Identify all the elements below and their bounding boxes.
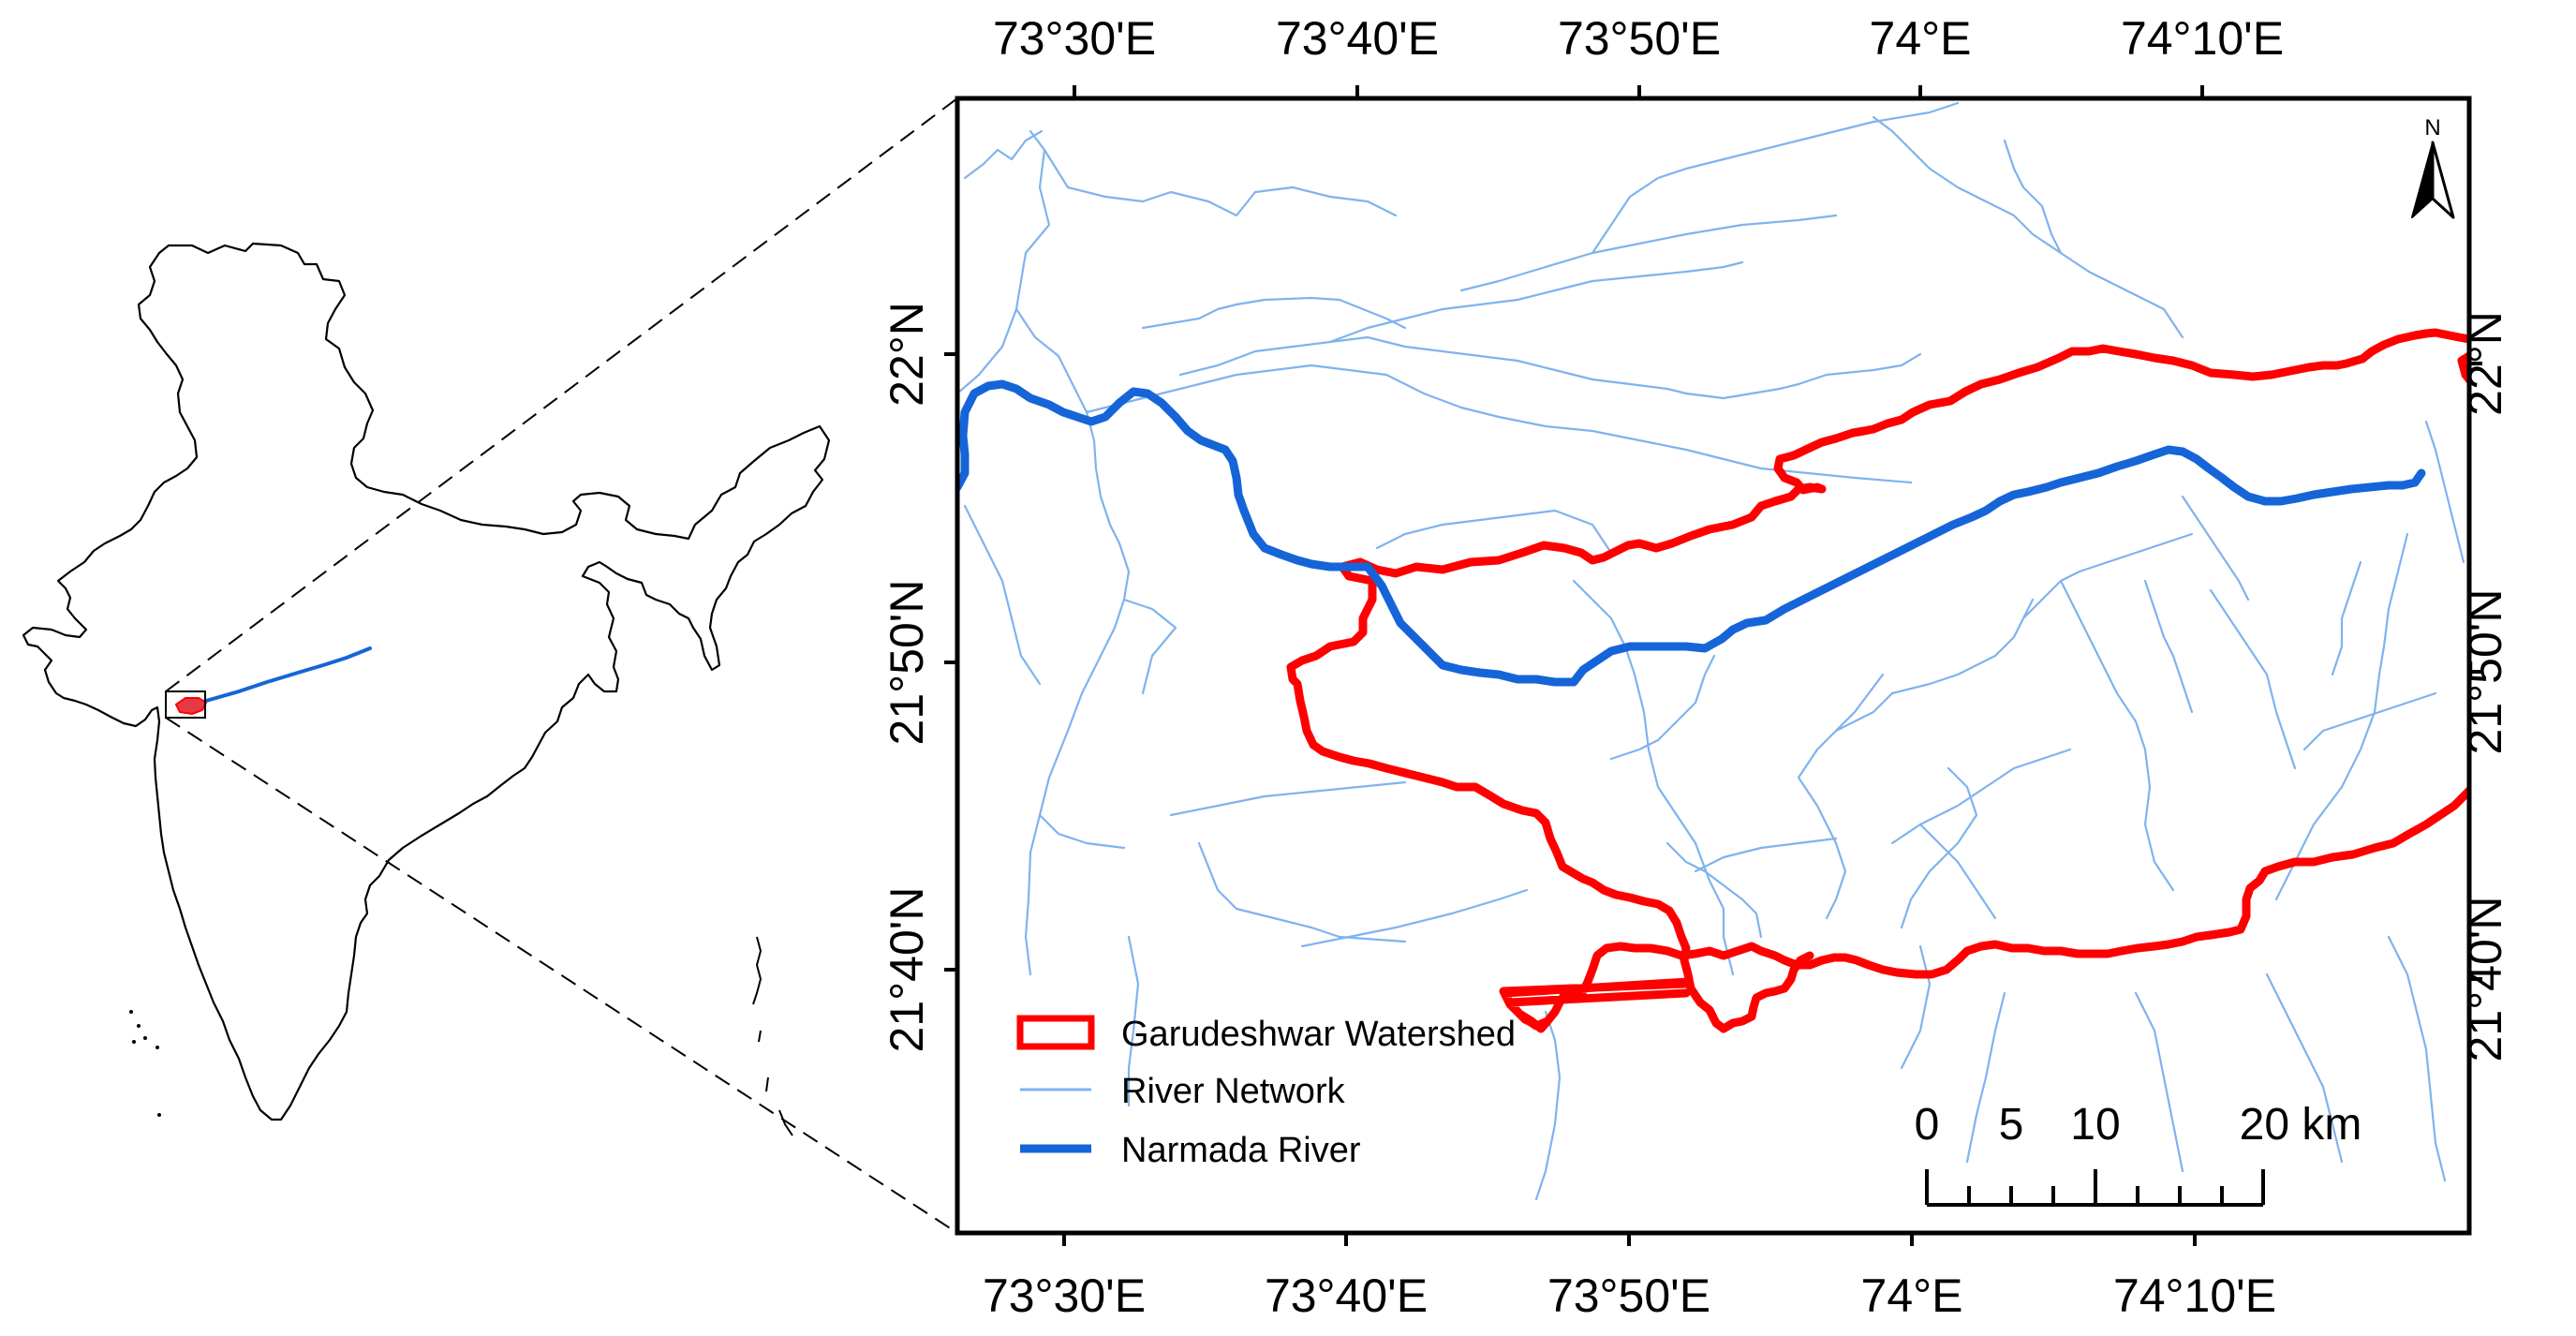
legend: Garudeshwar Watershed River Network Narm… [1016,1015,1516,1170]
top-axis-label: 73°50'E [1558,12,1721,65]
scale-label: 20 km [2240,1100,2362,1150]
top-axis-label: 74°E [1870,12,1972,65]
scale-bar: 0 5 10 20 km [1915,1100,2362,1207]
india-inset [22,242,831,1136]
bottom-axis-label: 73°40'E [1265,1269,1428,1322]
scale-label: 10 [2070,1100,2120,1150]
north-arrow-icon [2411,141,2434,218]
connector-line-bottom [165,717,958,1234]
bottom-axis-label: 73°50'E [1547,1269,1710,1322]
garudeshwar-watershed [1338,328,2469,1033]
left-axis-labels: 22°N 21°50'N 21°40'N [881,302,933,1052]
top-axis-label: 73°40'E [1276,12,1439,65]
legend-narmada-label: Narmada River [1121,1131,1361,1170]
river-network [957,101,2465,1201]
scale-label: 0 [1915,1100,1940,1150]
inset-watershed [174,697,208,716]
left-axis-label: 22°N [881,302,933,407]
legend-watershed-label: Garudeshwar Watershed [1121,1015,1516,1054]
left-axis-label: 21°50'N [881,580,933,746]
right-axis-label: 21°40'N [2459,897,2511,1062]
scale-label: 5 [1999,1100,2024,1150]
top-axis-labels: 73°30'E 73°40'E 73°50'E 74°E 74°10'E [993,12,2284,65]
bottom-axis-labels: 73°30'E 73°40'E 73°50'E 74°E 74°10'E [983,1269,2276,1322]
bottom-axis-label: 73°30'E [983,1269,1146,1322]
top-axis-label: 73°30'E [993,12,1156,65]
main-map-frame [955,96,2472,1236]
andaman-islands [752,936,793,1136]
inset-narmada-river [182,646,372,711]
left-axis-label: 21°40'N [881,887,933,1053]
lakshadweep-islands [129,1010,161,1117]
tick-marks [944,85,2482,1246]
right-axis-label: 21°50'N [2459,589,2511,755]
legend-river-network-label: River Network [1121,1072,1346,1111]
connector-line-top [165,97,958,692]
narmada-river [957,379,2426,687]
top-axis-label: 74°10'E [2121,12,2284,65]
right-axis-label: 22°N [2459,311,2511,416]
legend-watershed-swatch [1016,1015,1095,1050]
india-outline [22,242,831,1121]
bottom-axis-label: 74°10'E [2113,1269,2276,1322]
right-axis-labels: 22°N 21°50'N 21°40'N [2459,311,2511,1061]
north-arrow: N [2411,115,2455,219]
main-map [957,101,2469,1201]
bottom-axis-label: 74°E [1861,1269,1963,1322]
garudeshwar-watershed-lower [1286,562,1814,1033]
inset-locator-box [165,690,206,719]
north-arrow-label: N [2424,115,2440,141]
